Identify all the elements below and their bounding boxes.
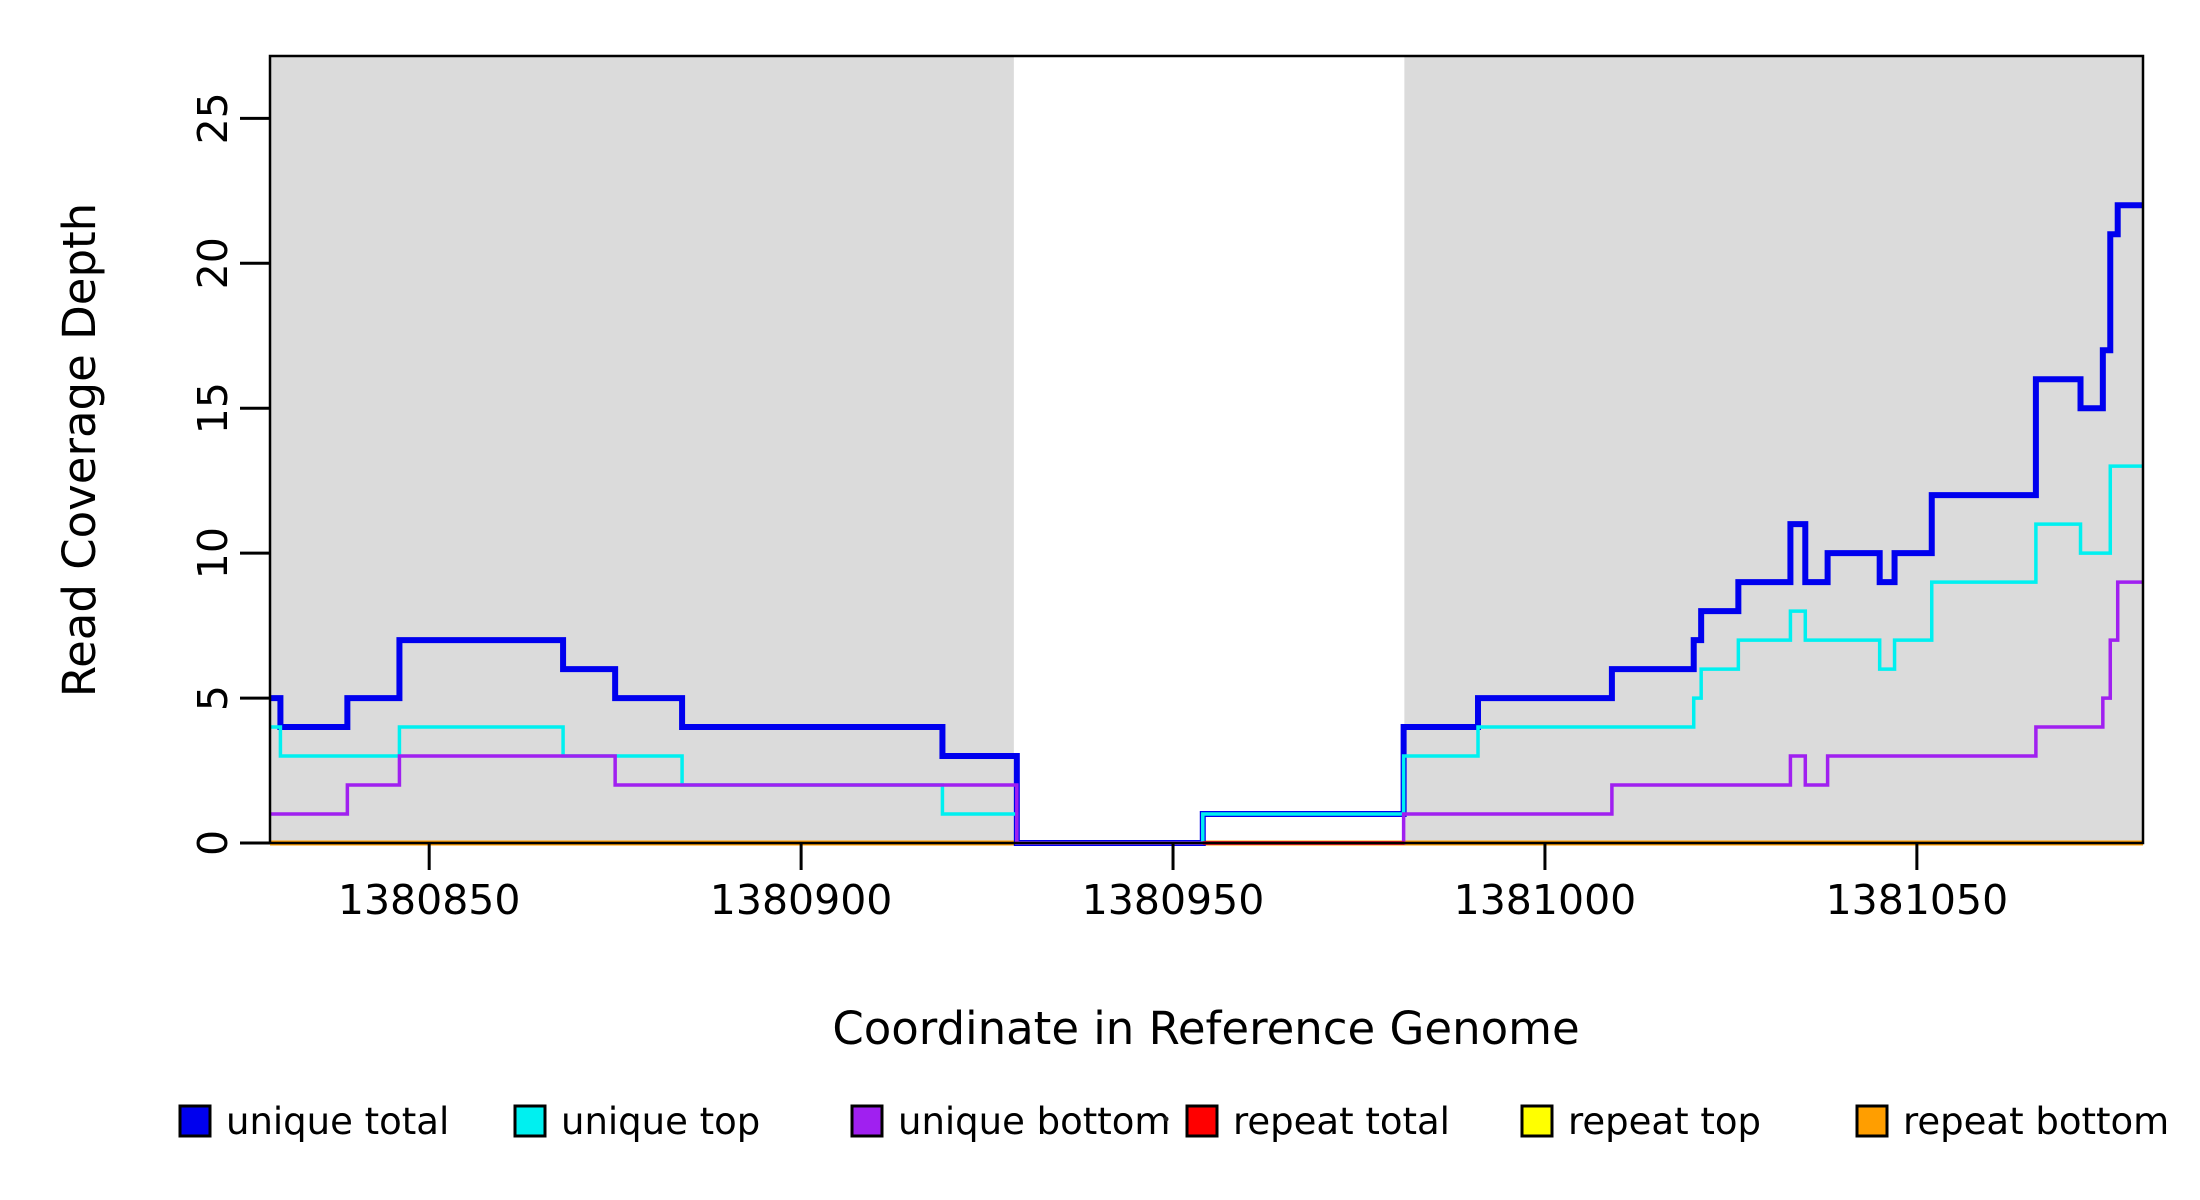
series-line-unique-top bbox=[270, 464, 2143, 845]
x-tick-label: 1380850 bbox=[338, 876, 521, 924]
legend-label-repeat-bottom: repeat bottom bbox=[1903, 1100, 2169, 1143]
x-tick-label: 1380900 bbox=[710, 876, 893, 924]
y-tick-label: 25 bbox=[189, 92, 237, 144]
chart-legend: unique total unique top unique bottom repea… bbox=[178, 1100, 2169, 1143]
y-tick-label: 10 bbox=[189, 527, 237, 579]
stray-dot bbox=[1163, 1116, 1169, 1122]
legend-swatch-repeat-total bbox=[1185, 1104, 1219, 1138]
y-tick-label: 5 bbox=[189, 685, 237, 711]
y-tick-label: 20 bbox=[189, 237, 237, 289]
y-axis-title: Read Coverage Depth bbox=[53, 203, 106, 697]
legend-label-unique-total: unique total bbox=[226, 1100, 449, 1143]
series-line-unique-total bbox=[270, 202, 2143, 846]
legend-label-unique-bottom: unique bottom bbox=[898, 1100, 1170, 1143]
series-line-unique-bottom bbox=[270, 580, 2143, 845]
shaded-region-2 bbox=[1404, 56, 2143, 843]
y-tick-label: 0 bbox=[189, 830, 237, 856]
y-tick-label: 15 bbox=[189, 382, 237, 434]
legend-swatch-unique-top bbox=[513, 1104, 547, 1138]
plot-border bbox=[268, 54, 2145, 845]
x-tick-label: 1381050 bbox=[1826, 876, 2009, 924]
legend-label-repeat-top: repeat top bbox=[1568, 1100, 1761, 1143]
plot-underlay bbox=[270, 56, 2143, 843]
plot-axes: 1380850 1380900 1380950 1381000 1381050 0 5 10 1… bbox=[189, 54, 2145, 924]
legend-swatch-repeat-top bbox=[1520, 1104, 1554, 1138]
legend-swatch-repeat-bottom bbox=[1855, 1104, 1889, 1138]
legend-label-repeat-total: repeat total bbox=[1233, 1100, 1450, 1143]
legend-swatch-unique-total bbox=[178, 1104, 212, 1138]
x-axis-title: Coordinate in Reference Genome bbox=[832, 1002, 1579, 1055]
legend-label-unique-top: unique top bbox=[561, 1100, 760, 1143]
legend-swatch-unique-bottom bbox=[850, 1104, 884, 1138]
shaded-region-1 bbox=[270, 56, 1014, 843]
x-tick-label: 1380950 bbox=[1082, 876, 1265, 924]
x-tick-label: 1381000 bbox=[1454, 876, 1637, 924]
